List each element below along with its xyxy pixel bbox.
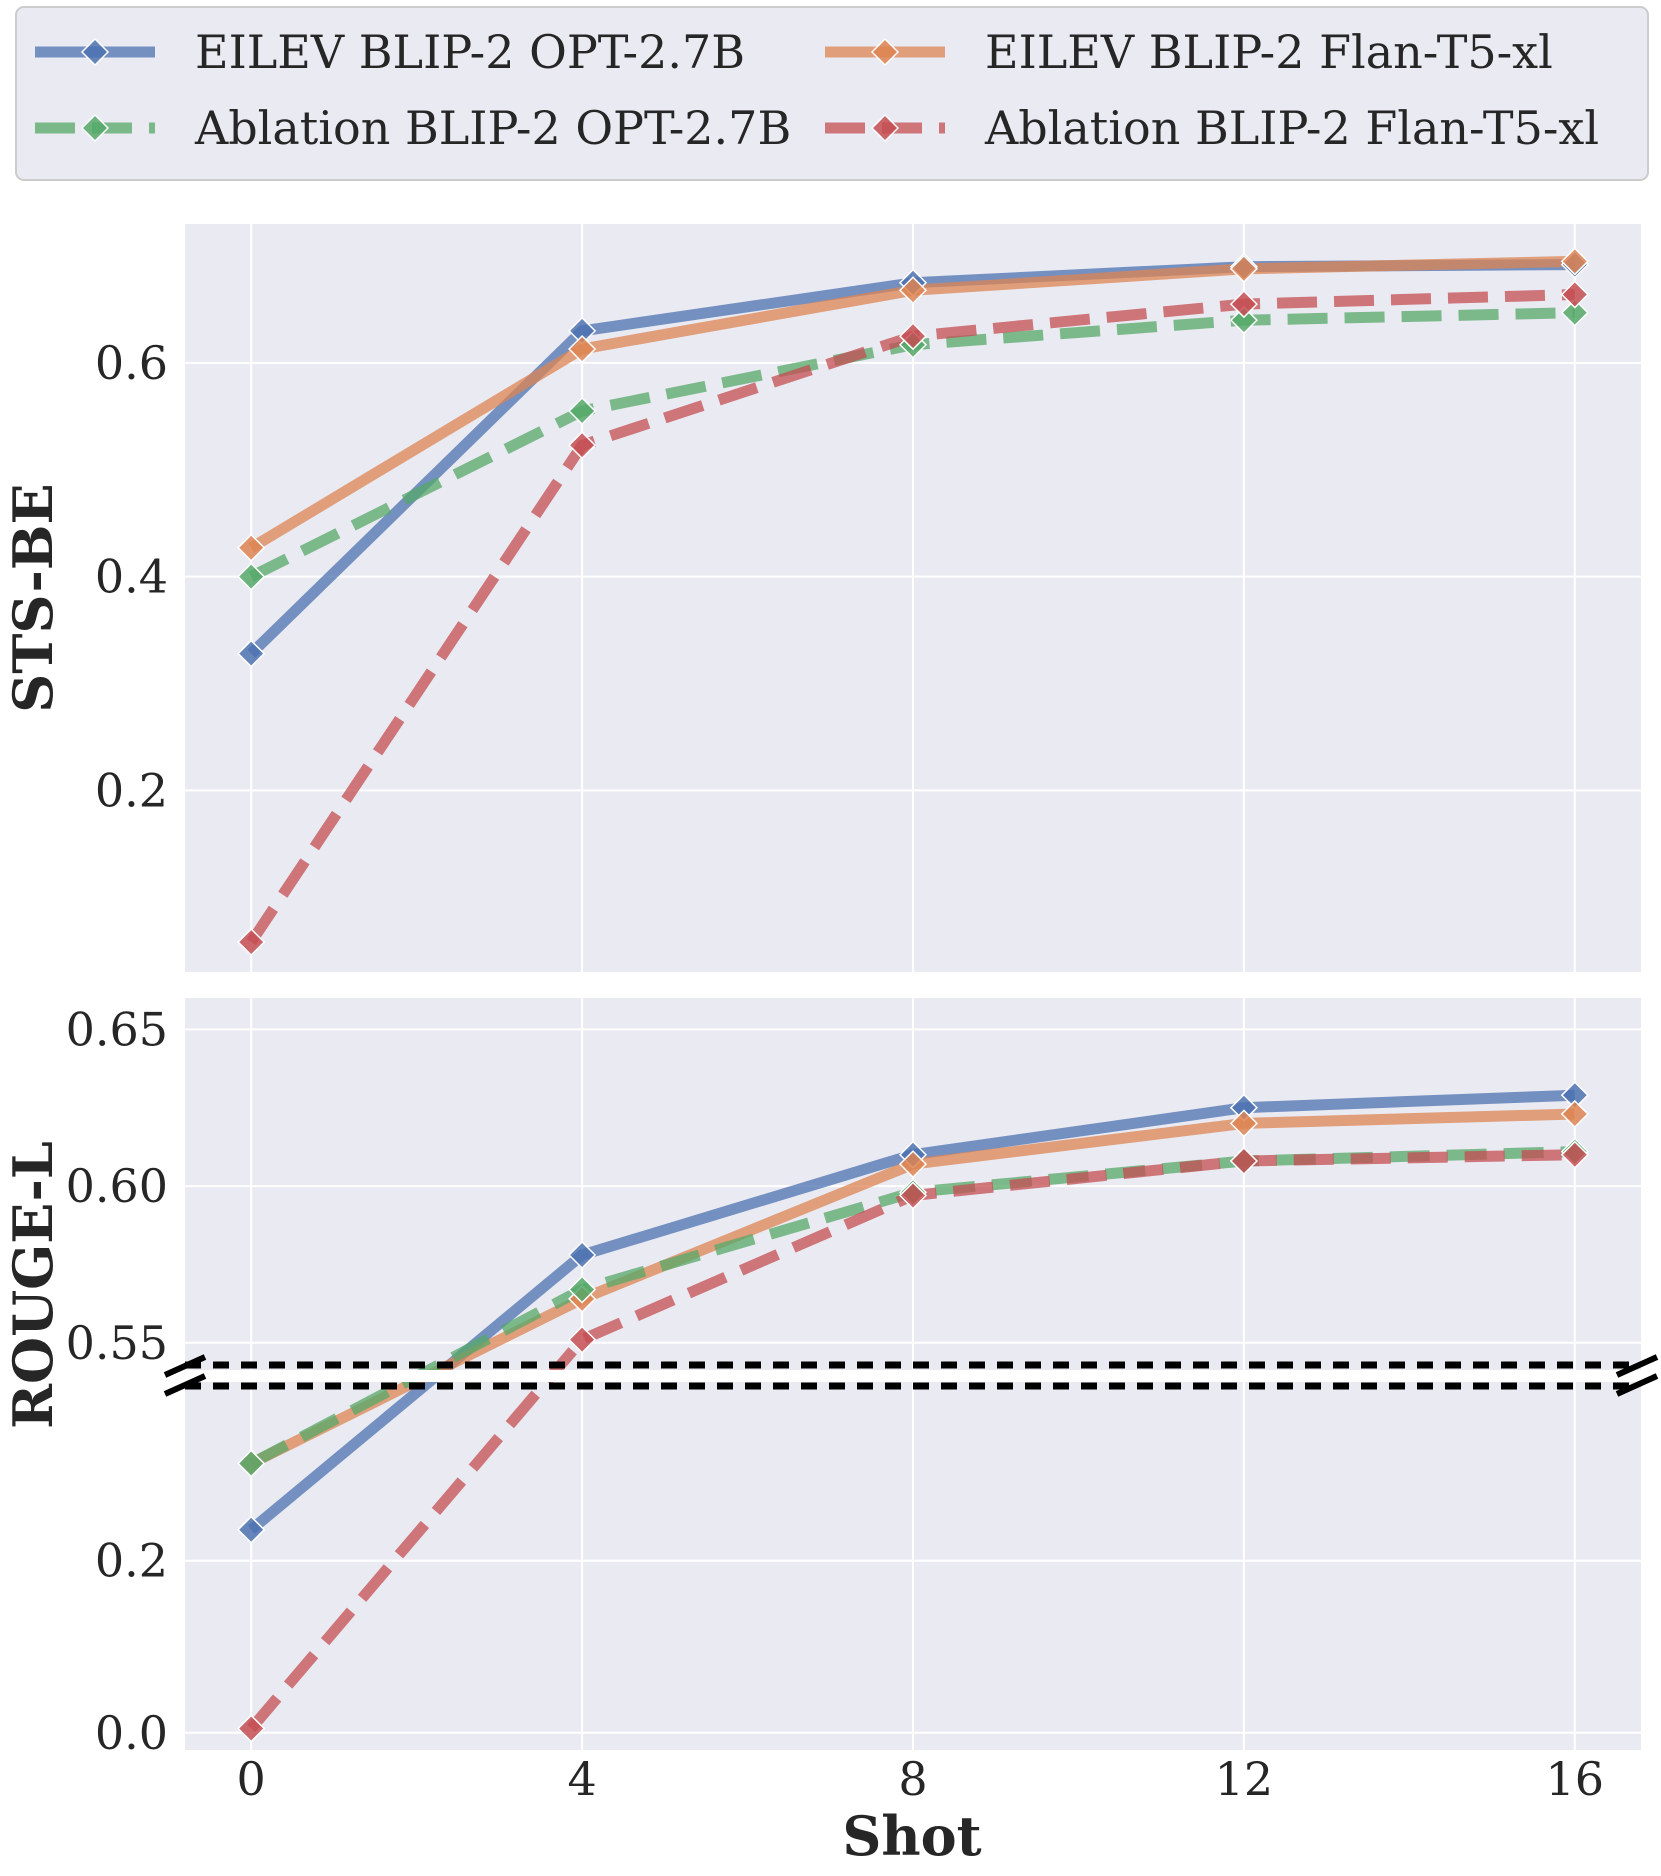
data-point [237,533,266,562]
x-tick-label: 12 [1215,1752,1274,1806]
data-point [898,1150,928,1179]
data-point [568,1325,597,1354]
y-tick-label: 0.4 [95,550,168,604]
y-axis-title-sts-be: STS-BE [1,483,65,712]
x-tick-label: 16 [1546,1752,1605,1806]
legend-label: EILEV BLIP-2 OPT-2.7B [195,25,745,79]
data-point [898,1181,928,1210]
data-point [1560,1099,1589,1129]
legend-label: Ablation BLIP-2 Flan-T5-xl [984,101,1599,155]
y-tick-label: 0.2 [95,763,168,817]
legend-marker [80,113,110,143]
legend-frame [15,6,1649,181]
data-point [1229,306,1258,335]
legend-marker [80,37,110,67]
data-point [1229,1109,1258,1138]
data-point [1560,247,1589,276]
data-point [898,322,928,351]
data-point [1560,280,1589,309]
data-point [568,431,597,460]
legend-label: Ablation BLIP-2 OPT-2.7B [194,101,791,155]
data-point [568,396,597,426]
legend-marker [870,113,900,143]
legend-marker [870,37,900,67]
data-point [1229,290,1258,319]
data-point [237,1714,266,1743]
panel-rouge-l: 0.55 0.60 0.65 0.0 0.2 ROUGE-L [1,998,1659,1760]
panel-sts-be: 0.2 0.4 0.6 STS-BE [1,224,1641,972]
data-point [237,639,266,668]
data-point [568,1275,597,1304]
data-point [237,1515,266,1544]
y-tick-label: 0.2 [95,1534,168,1588]
data-point [237,928,266,957]
y-axis-title-rouge-l: ROUGE-L [1,1141,65,1429]
y-tick-label: 0.55 [66,1316,168,1370]
data-point [568,334,597,364]
axis-break-marker [160,1354,1659,1397]
data-point [1229,254,1258,283]
x-tick-label: 0 [237,1752,266,1806]
legend: EILEV BLIP-2 OPT-2.7B Ablation BLIP-2 OPT… [15,6,1649,181]
data-point [237,1449,266,1478]
y-tick-label: 0.60 [66,1159,168,1213]
legend-label: EILEV BLIP-2 Flan-T5-xl [985,25,1553,79]
data-point [898,276,928,305]
data-point [1560,1140,1589,1169]
x-tick-label: 4 [567,1752,596,1806]
y-tick-label: 0.6 [95,336,168,390]
x-tick-label: 8 [898,1752,927,1806]
data-point [1229,1146,1258,1176]
data-point [568,1240,597,1270]
data-point [237,562,266,591]
y-tick-label: 0.65 [66,1002,168,1056]
data-point [1560,298,1589,327]
x-axis-title: Shot [842,1804,981,1868]
y-tick-label: 0.0 [95,1706,168,1760]
